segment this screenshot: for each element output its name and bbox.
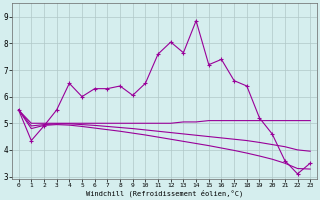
X-axis label: Windchill (Refroidissement éolien,°C): Windchill (Refroidissement éolien,°C) [86,189,243,197]
